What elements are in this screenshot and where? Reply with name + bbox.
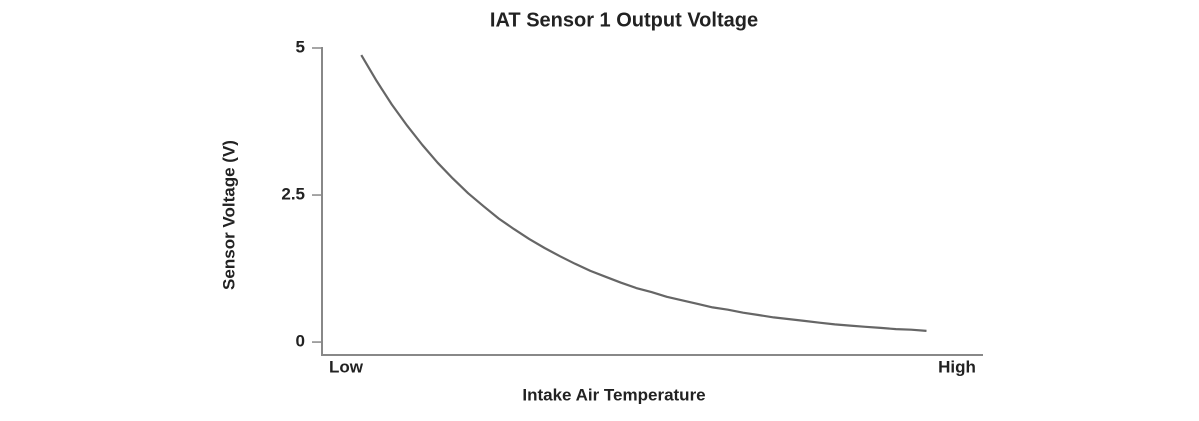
- x-tick-label: High: [938, 357, 976, 376]
- data-line: [360, 54, 927, 332]
- chart-title: IAT Sensor 1 Output Voltage: [490, 9, 758, 31]
- x-tick-label: Low: [329, 357, 364, 376]
- y-axis-title: Sensor Voltage (V): [219, 140, 238, 290]
- y-tick-label: 0: [296, 332, 305, 351]
- x-axis-title: Intake Air Temperature: [522, 385, 705, 404]
- y-tick-label: 2.5: [281, 185, 305, 204]
- y-tick-label: 5: [296, 37, 305, 56]
